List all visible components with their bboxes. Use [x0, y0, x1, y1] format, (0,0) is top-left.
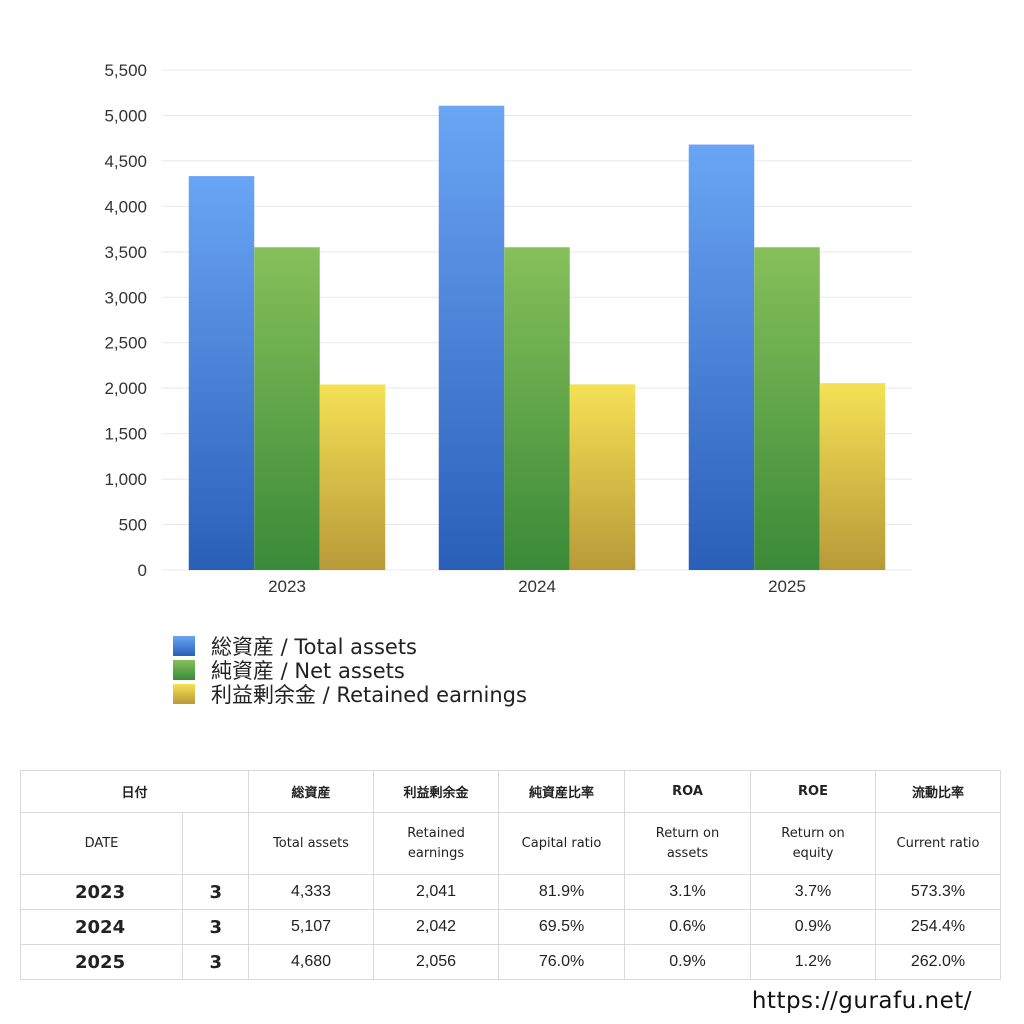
- y-tick-label: 5,000: [104, 106, 147, 125]
- header-line-1: Retained: [407, 825, 465, 841]
- header-roa-en: Return on assets: [624, 812, 752, 875]
- cell-capital-ratio: 81.9%: [498, 874, 626, 910]
- y-tick-label: 1,000: [104, 470, 147, 489]
- table-row: 2024 3 5,107 2,042 69.5% 0.6% 0.9% 254.4…: [20, 909, 1002, 945]
- financial-table: 日付 総資産 利益剰余金 純資産比率 ROA ROE 流動比率 DATE Tot…: [19, 770, 1002, 980]
- cell-roa: 0.9%: [624, 944, 752, 980]
- header-roe-jp: ROE: [750, 770, 877, 813]
- cell-roa: 3.1%: [624, 874, 752, 910]
- header-roe-en: Return on equity: [750, 812, 877, 875]
- y-tick-label: 4,500: [104, 152, 147, 171]
- y-tick-label: 3,500: [104, 243, 147, 262]
- header-total-assets-jp: 総資産: [248, 770, 375, 813]
- cell-roe: 0.9%: [750, 909, 877, 945]
- x-tick-label: 2023: [268, 577, 306, 596]
- y-tick-label: 4,000: [104, 197, 147, 216]
- cell-month: 3: [181, 874, 250, 910]
- x-tick-label: 2025: [768, 577, 806, 596]
- cell-roe: 1.2%: [750, 944, 877, 980]
- header-line-2: earnings: [407, 845, 465, 861]
- table-row: 2025 3 4,680 2,056 76.0% 0.9% 1.2% 262.0…: [20, 944, 1002, 980]
- header-current-ratio-en: Current ratio: [875, 812, 1002, 875]
- header-retained-earnings-en: Retained earnings: [373, 812, 500, 875]
- y-tick-label: 2,000: [104, 379, 147, 398]
- header-capital-ratio-en: Capital ratio: [498, 812, 626, 875]
- legend-label: 総資産 / Total assets: [211, 635, 417, 659]
- header-date-en: DATE: [20, 812, 183, 875]
- cell-roe: 3.7%: [750, 874, 877, 910]
- header-line-2: equity: [792, 845, 834, 861]
- cell-current-ratio: 262.0%: [875, 944, 1002, 980]
- bar-2024-series-0: [438, 105, 505, 571]
- y-tick-label: 1,500: [104, 425, 147, 444]
- header-capital-ratio-jp: 純資産比率: [498, 770, 626, 813]
- legend: 総資産 / Total assets 純資産 / Net assets 利益剰余…: [173, 634, 527, 707]
- bar-2025-series-0: [688, 144, 755, 570]
- cell-current-ratio: 573.3%: [875, 874, 1002, 910]
- legend-label: 純資産 / Net assets: [211, 659, 405, 683]
- cell-retained-earnings: 2,056: [373, 944, 500, 980]
- cell-year: 2025: [20, 944, 183, 980]
- legend-swatch-net-assets: [173, 660, 195, 680]
- cell-month: 3: [181, 944, 250, 980]
- table-header-row-jp: 日付 総資産 利益剰余金 純資産比率 ROA ROE 流動比率: [19, 770, 1002, 813]
- y-tick-label: 0: [138, 561, 147, 580]
- cell-year: 2024: [20, 909, 183, 945]
- cell-month: 3: [181, 909, 250, 945]
- y-tick-label: 2,500: [104, 334, 147, 353]
- table-header-row-en: DATE Total assets Retained earnings Capit…: [20, 812, 1002, 875]
- y-tick-label: 3,000: [104, 288, 147, 307]
- legend-item-total-assets: 総資産 / Total assets: [173, 634, 527, 659]
- bar-2023-series-1: [254, 247, 320, 571]
- bar-2024-series-1: [504, 247, 570, 571]
- header-line-2: assets: [666, 845, 709, 861]
- header-month-en: [181, 812, 250, 875]
- bar-2025-series-1: [754, 247, 820, 571]
- header-current-ratio-jp: 流動比率: [875, 770, 1002, 813]
- legend-item-net-assets: 純資産 / Net assets: [173, 658, 527, 683]
- y-tick-label: 500: [119, 516, 147, 535]
- bar-2025-series-2: [819, 383, 886, 570]
- header-line-1: Return on: [781, 825, 845, 841]
- cell-capital-ratio: 76.0%: [498, 944, 626, 980]
- header-roa-jp: ROA: [624, 770, 752, 813]
- bars: [188, 105, 886, 571]
- bar-2023-series-2: [319, 384, 386, 570]
- cell-total-assets: 4,680: [248, 944, 375, 980]
- header-line-1: Return on: [655, 825, 720, 841]
- cell-current-ratio: 254.4%: [875, 909, 1002, 945]
- bar-2024-series-2: [569, 384, 636, 570]
- cell-retained-earnings: 2,042: [373, 909, 500, 945]
- axis-labels: 0 500 1,000 1,500 2,000 2,500 3,000 3,500 4,000 4…: [104, 61, 805, 596]
- header-retained-earnings-jp: 利益剰余金: [373, 770, 500, 813]
- cell-retained-earnings: 2,041: [373, 874, 500, 910]
- header-total-assets-en: Total assets: [248, 812, 375, 875]
- cell-year: 2023: [20, 874, 183, 910]
- site-url[interactable]: https://gurafu.net/: [751, 988, 972, 1014]
- legend-item-retained-earnings: 利益剰余金 / Retained earnings: [173, 682, 527, 707]
- cell-capital-ratio: 69.5%: [498, 909, 626, 945]
- legend-label: 利益剰余金 / Retained earnings: [211, 683, 527, 707]
- cell-total-assets: 5,107: [248, 909, 375, 945]
- legend-swatch-retained-earnings: [173, 684, 195, 704]
- legend-swatch-total-assets: [173, 636, 195, 656]
- header-date-jp: 日付: [19, 770, 250, 813]
- x-tick-label: 2024: [518, 577, 556, 596]
- table-row: 2023 3 4,333 2,041 81.9% 3.1% 3.7% 573.3…: [20, 874, 1002, 910]
- bar-2023-series-0: [188, 176, 255, 570]
- y-tick-label: 5,500: [104, 61, 147, 80]
- cell-roa: 0.6%: [624, 909, 752, 945]
- bar-chart: 0 500 1,000 1,500 2,000 2,500 3,000 3,500 4,000 4…: [104, 61, 912, 596]
- cell-total-assets: 4,333: [248, 874, 375, 910]
